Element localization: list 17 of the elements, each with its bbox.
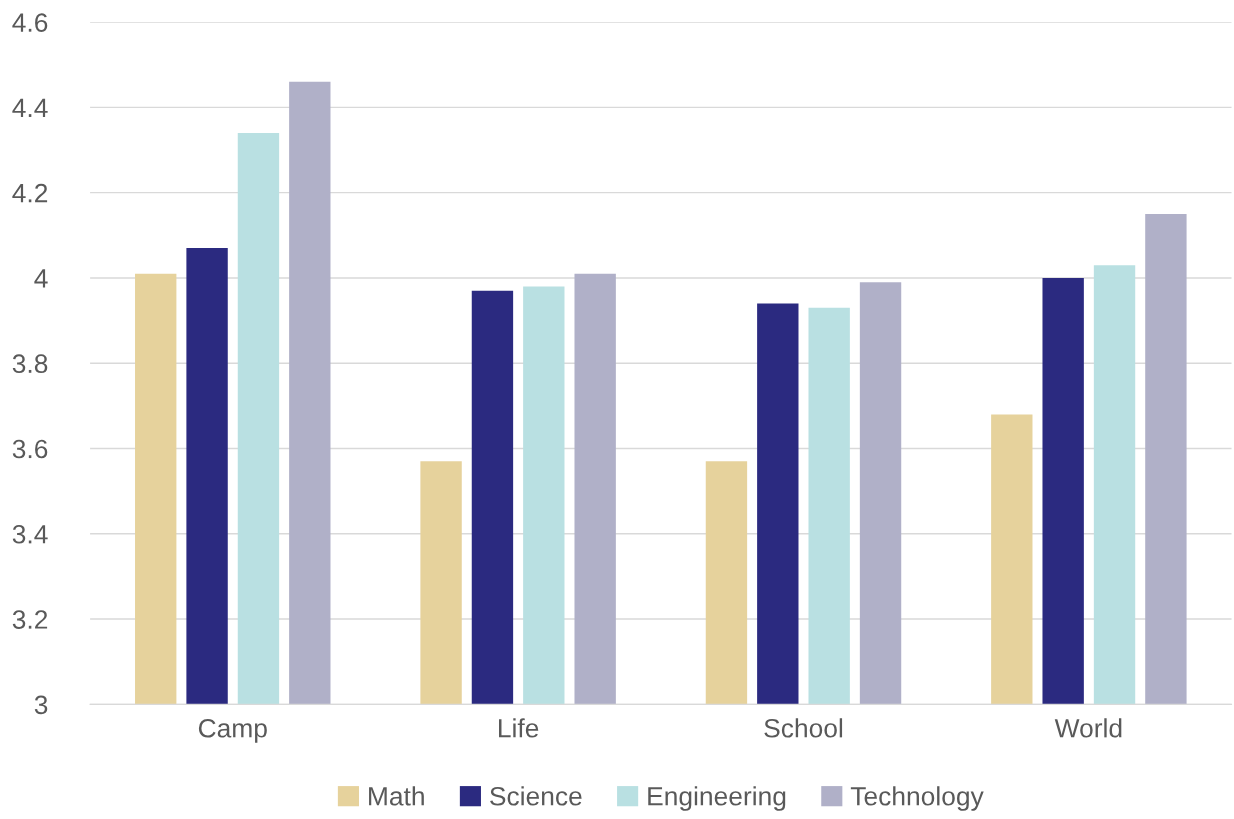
y-tick-label: 4.4 [12, 98, 48, 117]
y-tick-label: 3 [34, 695, 48, 715]
y-tick-label: 3.4 [12, 524, 48, 544]
x-tick-label: Life [499, 718, 539, 738]
x-tick-label: School [764, 718, 843, 738]
x-tick-label: World [1054, 718, 1122, 738]
y-tick-label: 4 [34, 269, 48, 288]
legend-label: Science [490, 786, 582, 806]
legend-label: Math [369, 786, 424, 806]
y-tick-label: 3.8 [12, 354, 48, 374]
y-tick-label: 4.6 [12, 13, 48, 32]
y-tick-label: 3.2 [12, 610, 48, 629]
x-tick-label: Camp [198, 718, 267, 743]
legend-label: Technology [850, 786, 984, 811]
y-tick-label: 4.2 [12, 183, 48, 203]
y-tick-label: 3.6 [12, 439, 48, 459]
legend-label: Engineering [648, 786, 786, 811]
